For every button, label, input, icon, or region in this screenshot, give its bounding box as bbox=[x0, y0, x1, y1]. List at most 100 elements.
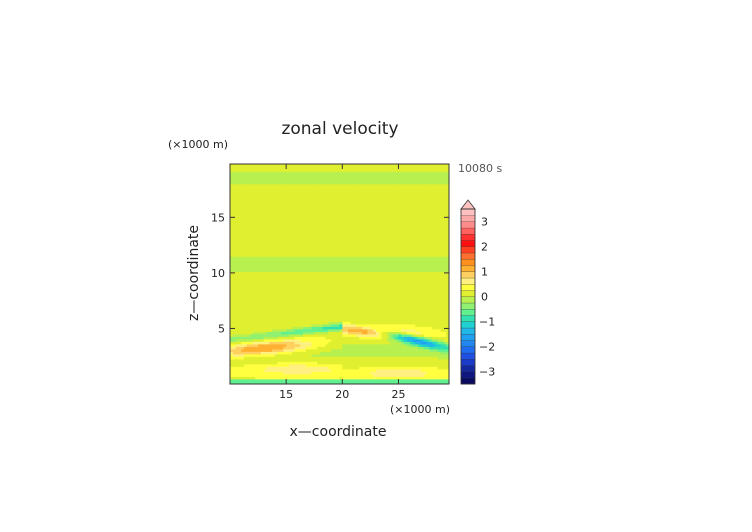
field-cell bbox=[359, 224, 363, 227]
field-cell bbox=[314, 366, 318, 370]
field-cell bbox=[314, 359, 318, 362]
field-cell bbox=[246, 366, 251, 370]
field-cell bbox=[322, 354, 326, 357]
field-cell bbox=[260, 329, 265, 332]
field-cell bbox=[356, 369, 360, 372]
field-cell bbox=[367, 209, 371, 212]
field-cell bbox=[303, 181, 307, 185]
field-cell bbox=[258, 336, 262, 340]
field-cell bbox=[345, 271, 349, 275]
field-cell bbox=[244, 371, 248, 375]
field-cell bbox=[319, 364, 324, 367]
field-cell bbox=[283, 381, 287, 385]
field-cell bbox=[387, 266, 391, 270]
field-cell bbox=[294, 349, 298, 352]
field-cell bbox=[331, 371, 335, 375]
field-cell bbox=[361, 329, 366, 332]
field-cell bbox=[350, 304, 354, 307]
field-cell bbox=[235, 371, 239, 375]
field-cell bbox=[291, 169, 295, 172]
field-cell bbox=[263, 306, 267, 310]
field-cell bbox=[283, 379, 287, 382]
field-cell bbox=[345, 171, 349, 175]
field-cell bbox=[249, 289, 253, 292]
field-cell bbox=[345, 371, 349, 375]
field-cell bbox=[288, 381, 293, 385]
field-cell bbox=[246, 294, 251, 297]
field-cell bbox=[353, 251, 357, 255]
field-cell bbox=[376, 216, 380, 220]
field-cell bbox=[347, 201, 352, 205]
field-cell bbox=[238, 279, 242, 282]
field-cell bbox=[230, 251, 234, 255]
field-cell bbox=[314, 264, 318, 267]
field-cell bbox=[269, 376, 273, 380]
field-cell bbox=[311, 374, 315, 377]
field-cell bbox=[311, 279, 315, 282]
field-cell bbox=[260, 341, 265, 345]
field-cell bbox=[288, 231, 293, 235]
field-cell bbox=[238, 351, 242, 355]
field-cell bbox=[305, 209, 310, 212]
field-cell bbox=[373, 204, 377, 207]
field-cell bbox=[286, 196, 290, 200]
field-cell bbox=[277, 204, 281, 207]
field-cell bbox=[286, 316, 290, 320]
field-cell bbox=[230, 164, 234, 167]
field-cell bbox=[381, 281, 385, 285]
field-cell bbox=[376, 251, 380, 255]
field-cell bbox=[353, 194, 357, 197]
field-cell bbox=[319, 306, 324, 310]
field-cell bbox=[328, 336, 332, 340]
field-cell bbox=[283, 324, 287, 327]
field-cell bbox=[305, 186, 310, 190]
field-cell bbox=[370, 194, 374, 197]
field-cell bbox=[288, 306, 293, 310]
field-cell bbox=[331, 321, 335, 325]
field-cell bbox=[294, 341, 298, 345]
field-cell bbox=[269, 181, 273, 185]
field-cell bbox=[241, 246, 245, 250]
field-cell bbox=[249, 204, 253, 207]
field-cell bbox=[364, 244, 368, 247]
field-cell bbox=[269, 189, 273, 192]
field-cell bbox=[260, 216, 265, 220]
field-cell bbox=[308, 166, 312, 170]
field-cell bbox=[378, 276, 383, 280]
field-cell bbox=[364, 261, 368, 265]
field-cell bbox=[297, 191, 301, 195]
field-cell bbox=[300, 294, 304, 297]
field-cell bbox=[300, 299, 304, 302]
field-cell bbox=[331, 236, 335, 240]
field-cell bbox=[246, 354, 251, 357]
field-cell bbox=[381, 196, 385, 200]
field-cell bbox=[283, 306, 287, 310]
field-cell bbox=[311, 326, 315, 330]
field-cell bbox=[328, 349, 332, 352]
field-cell bbox=[300, 239, 304, 242]
field-cell bbox=[333, 271, 338, 275]
field-cell bbox=[230, 356, 234, 360]
field-cell bbox=[345, 269, 349, 272]
field-cell bbox=[325, 321, 329, 325]
field-cell bbox=[283, 254, 287, 257]
field-cell bbox=[319, 371, 324, 375]
field-cell bbox=[353, 214, 357, 217]
field-cell bbox=[342, 246, 346, 250]
field-cell bbox=[314, 226, 318, 230]
field-cell bbox=[311, 301, 315, 305]
field-cell bbox=[277, 199, 281, 202]
field-cell bbox=[322, 194, 326, 197]
field-cell bbox=[288, 209, 293, 212]
field-cell bbox=[367, 311, 371, 315]
field-cell bbox=[286, 236, 290, 240]
field-cell bbox=[260, 281, 265, 285]
field-cell bbox=[249, 216, 253, 220]
field-cell bbox=[342, 371, 346, 375]
field-cell bbox=[325, 304, 329, 307]
field-cell bbox=[378, 201, 383, 205]
field-cell bbox=[235, 176, 239, 180]
field-cell bbox=[241, 364, 245, 367]
field-cell bbox=[283, 279, 287, 282]
field-cell bbox=[272, 329, 276, 332]
